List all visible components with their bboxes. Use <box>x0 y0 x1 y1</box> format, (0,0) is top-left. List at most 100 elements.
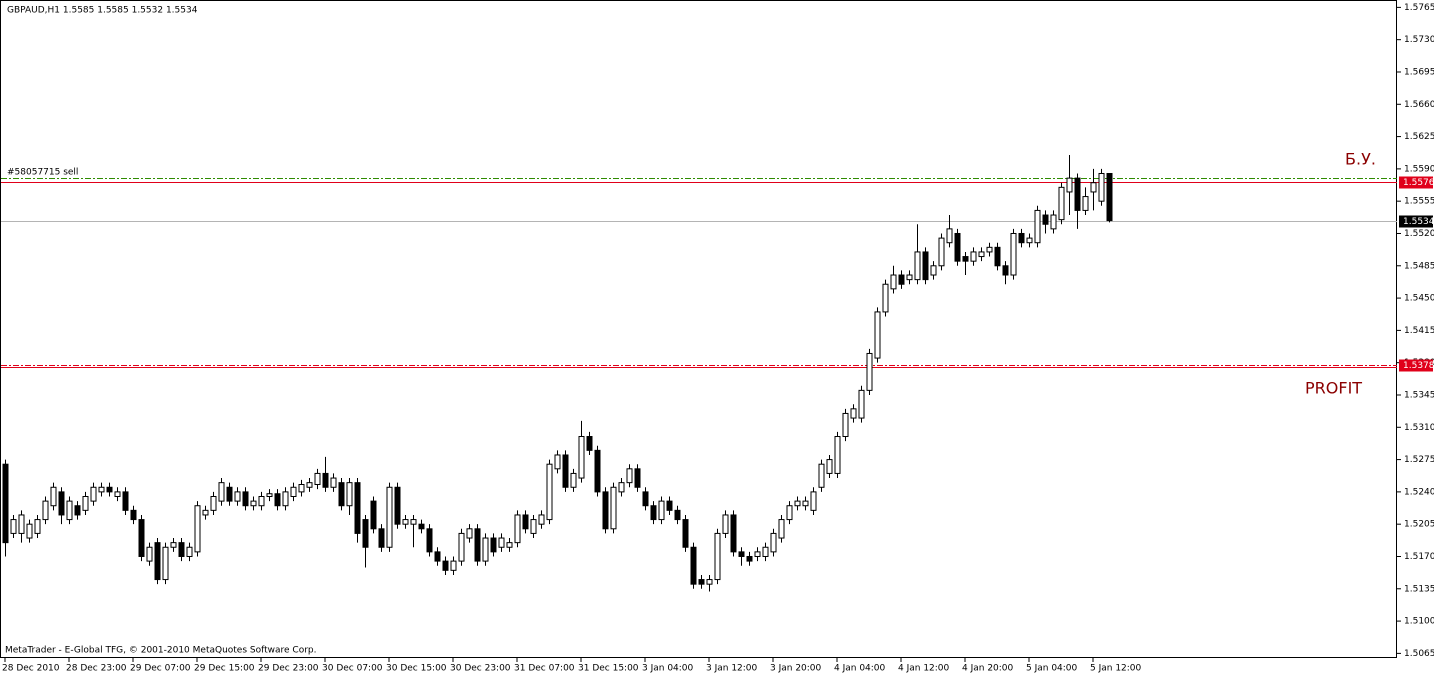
annotation: PROFIT <box>1305 379 1362 398</box>
x-tick-label: 29 Dec 15:00 <box>194 664 255 674</box>
candle-body <box>234 491 241 502</box>
candle-body <box>258 495 265 507</box>
candle-body <box>274 493 281 507</box>
y-tick-label: 1.5275 <box>1404 455 1434 465</box>
candle-body <box>226 486 233 502</box>
candle-body <box>874 311 881 359</box>
candle-body <box>1090 182 1097 193</box>
candle-body <box>994 246 1001 267</box>
candle-body <box>890 274 897 290</box>
candle-body <box>1026 237 1033 244</box>
candle-body <box>458 532 465 562</box>
candle-body <box>314 472 321 486</box>
x-tick-label: 31 Dec 15:00 <box>578 664 639 674</box>
candle-body <box>1034 209 1041 244</box>
x-tick-label: 4 Jan 20:00 <box>962 664 1014 674</box>
candle-body <box>186 546 193 557</box>
candle-body <box>866 352 873 391</box>
candle-body <box>938 237 945 267</box>
candle-body <box>970 251 977 262</box>
candle-body <box>194 505 201 553</box>
candle-body <box>914 251 921 281</box>
x-tick-label: 3 Jan 04:00 <box>642 664 694 674</box>
price-tag <box>1399 359 1433 372</box>
candle-body <box>386 486 393 548</box>
candle-body <box>442 560 449 571</box>
candle-body <box>306 482 313 488</box>
candle-body <box>538 514 545 525</box>
candle-body <box>178 542 185 557</box>
candle-body <box>482 537 489 562</box>
y-tick-label: 1.5590 <box>1404 164 1434 174</box>
candle-body <box>690 546 697 585</box>
x-tick-label: 28 Dec 23:00 <box>66 664 127 674</box>
x-tick-label: 5 Jan 12:00 <box>1090 664 1142 674</box>
y-tick-label: 1.5170 <box>1404 552 1434 562</box>
x-tick-label: 3 Jan 20:00 <box>770 664 822 674</box>
candle-body <box>610 486 617 530</box>
x-tick-label: 3 Jan 12:00 <box>706 664 758 674</box>
candle-body <box>394 486 401 525</box>
candle-body <box>1074 177 1081 211</box>
plot-frame <box>0 0 1397 658</box>
candle-body <box>290 486 297 497</box>
candle-body <box>962 256 969 262</box>
candle-body <box>666 500 673 511</box>
price-tag-label: 1.5534 <box>1403 217 1434 227</box>
candle-body <box>842 412 849 438</box>
candle-body <box>738 551 745 557</box>
candle-body <box>130 509 137 521</box>
candle-body <box>850 408 857 419</box>
candle-body <box>714 532 721 581</box>
candle-body <box>730 514 737 553</box>
candle-body <box>1106 172 1113 222</box>
candle-body <box>818 463 825 488</box>
candle-body <box>546 463 553 521</box>
candle-body <box>746 555 753 562</box>
candle-body <box>242 491 249 507</box>
candle-body <box>954 232 961 262</box>
candle-body <box>370 500 377 530</box>
candle-body <box>410 519 417 525</box>
candle-body <box>474 528 481 562</box>
candle-body <box>634 468 641 488</box>
candle-body <box>522 514 529 530</box>
y-tick-label: 1.5660 <box>1404 100 1434 110</box>
y-tick-label: 1.5450 <box>1404 294 1434 304</box>
x-tick-label: 29 Dec 23:00 <box>258 664 319 674</box>
candle-body <box>378 528 385 548</box>
candle-body <box>90 486 97 502</box>
candle-body <box>98 486 105 493</box>
candle-body <box>570 472 577 488</box>
candle-body <box>162 546 169 581</box>
candle-body <box>146 546 153 562</box>
candle-body <box>698 579 705 585</box>
candle-body <box>930 265 937 276</box>
y-tick-label: 1.5100 <box>1404 617 1434 627</box>
candle-body <box>1082 196 1089 211</box>
candle-body <box>1042 214 1049 225</box>
candle-body <box>810 491 817 511</box>
candle-body <box>1002 265 1009 276</box>
candle-body <box>778 519 785 539</box>
candle-body <box>1066 177 1073 193</box>
candle-body <box>346 482 353 507</box>
price-tag <box>1399 176 1433 189</box>
candle-body <box>770 532 777 553</box>
candle-body <box>578 436 585 479</box>
candle-body <box>434 551 441 562</box>
candle-body <box>554 454 561 470</box>
candle-body <box>1050 214 1057 230</box>
candle-body <box>922 251 929 281</box>
y-tick-label: 1.5730 <box>1404 35 1434 45</box>
chart-title: GBPAUD,H1 1.5585 1.5585 1.5532 1.5534 <box>7 6 198 16</box>
candle-body <box>74 505 81 516</box>
candle-body <box>650 505 657 521</box>
candle-body <box>106 486 113 493</box>
candle-body <box>626 468 633 484</box>
x-tick-label: 4 Jan 12:00 <box>898 664 950 674</box>
y-tick-label: 1.5345 <box>1404 390 1434 400</box>
candle-body <box>450 560 457 571</box>
candle-body <box>586 436 593 451</box>
candle-body <box>66 500 73 521</box>
